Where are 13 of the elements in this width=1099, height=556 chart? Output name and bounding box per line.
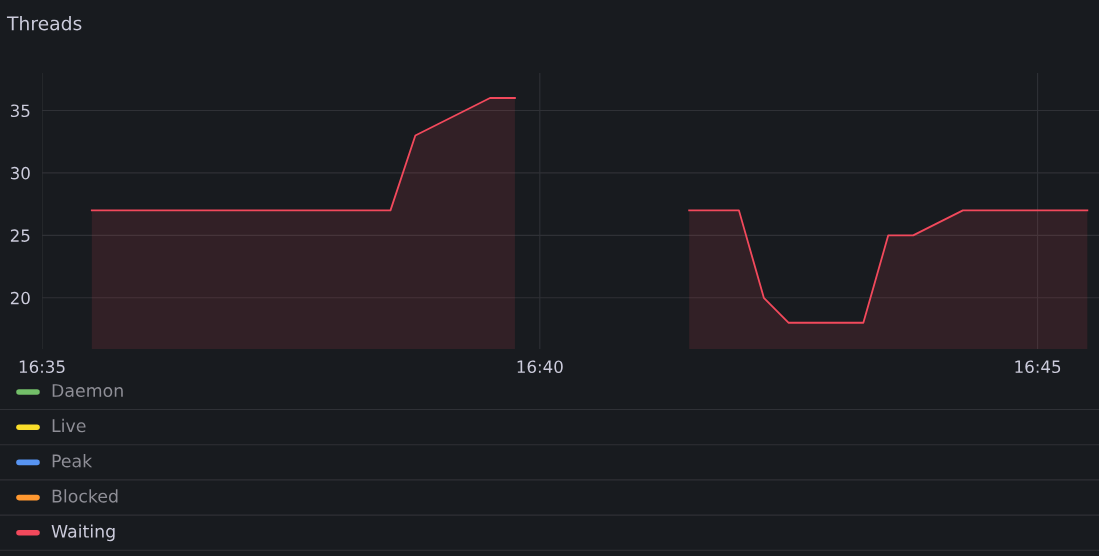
legend-label: Live bbox=[52, 418, 86, 433]
legend-label: Peak bbox=[52, 454, 93, 468]
legend-label: Blocked bbox=[52, 489, 118, 503]
y-tick-label: 30 bbox=[10, 166, 30, 180]
legend-label: Daemon bbox=[52, 384, 123, 398]
chart-title: Threads bbox=[6, 15, 82, 31]
legend-label: Waiting bbox=[51, 524, 115, 542]
y-tick-label: 35 bbox=[10, 104, 30, 118]
x-tick-label: 16:35 bbox=[19, 360, 65, 374]
y-tick-label: 20 bbox=[10, 291, 30, 305]
x-tick-label: 16:45 bbox=[1015, 360, 1061, 374]
x-tick-label: 16:40 bbox=[517, 360, 563, 374]
y-tick-label: 25 bbox=[10, 229, 30, 242]
